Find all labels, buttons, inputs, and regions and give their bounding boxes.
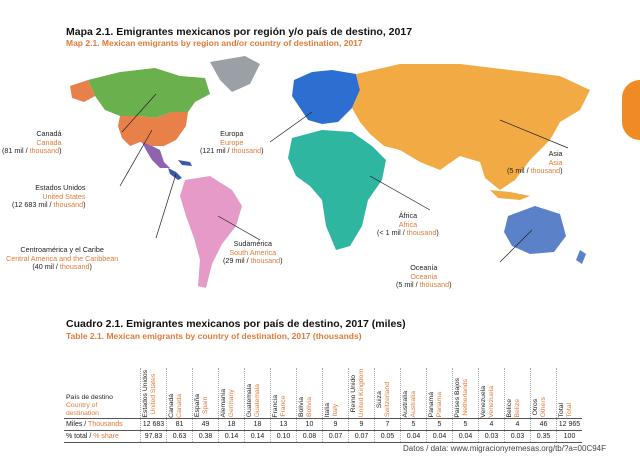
row-label-thousands: Miles / Thousands (64, 418, 141, 432)
leader-usa (119, 129, 153, 187)
region-south-america (180, 176, 242, 288)
table-cell: 13 (270, 418, 297, 432)
leader-canada (121, 93, 157, 133)
row-header-label: País de destino Country of destination (64, 368, 141, 420)
table-cell: 0.07 (348, 430, 375, 444)
col-header: Italia Italy (322, 368, 349, 420)
table-cell: 100 (556, 430, 582, 444)
col-header: Australia Australia (400, 368, 427, 420)
col-header: Países Bajos Netherlands (452, 368, 479, 420)
data-source-link[interactable]: Datos / data: www.migracionyremesas.org/… (403, 444, 606, 453)
table-title-en: Table 2.1. Mexican emigrants by country … (66, 331, 362, 341)
table-cell: 4 (478, 418, 505, 432)
col-header: Otros Others (530, 368, 557, 420)
leader-central (155, 173, 177, 239)
col-header: Suiza Switzerland (374, 368, 401, 420)
table-cell: 12 965 (556, 418, 582, 432)
table-cell: 0.35 (530, 430, 557, 444)
table-cell: 0.07 (322, 430, 349, 444)
region-mexico (142, 142, 170, 168)
col-header: Guatemala Guatemala (244, 368, 271, 420)
col-header: Venezuela Venezuela (478, 368, 505, 420)
col-header: España Spain (192, 368, 219, 420)
table-cell: 0.38 (192, 430, 219, 444)
table-cell: 9 (322, 418, 349, 432)
col-header: Belice Belize (504, 368, 531, 420)
region-central (168, 168, 182, 180)
table-cell: 18 (218, 418, 245, 432)
region-oceania (504, 206, 566, 254)
table-cell: 5 (426, 418, 453, 432)
table-cell: 0.14 (218, 430, 245, 444)
label-africa: África Africa (< 1 mil / thousand) (377, 211, 439, 238)
table-cell: 46 (530, 418, 557, 432)
col-header: Francia France (270, 368, 297, 420)
region-newzealand (576, 250, 586, 264)
region-asia (352, 64, 590, 190)
region-africa (288, 130, 386, 250)
world-map (70, 56, 590, 288)
region-indonesia (490, 190, 530, 200)
label-asia: Asia Asia (5 mil / thousand) (507, 149, 563, 176)
table-cell: 0.04 (452, 430, 479, 444)
leader-sudamerica (217, 215, 261, 241)
col-header: Total Total (556, 368, 582, 420)
region-greenland (210, 56, 260, 92)
leader-oceania (499, 229, 533, 263)
region-caribbean (178, 160, 192, 166)
row-label-share: % total / % share (64, 430, 141, 444)
col-header: Reino Unido United Kingdom (348, 368, 375, 420)
label-sudamerica: Sudamérica South America (29 mil / thous… (223, 239, 283, 266)
map-title-es: Mapa 2.1. Emigrantes mexicanos por regió… (66, 26, 413, 38)
region-europe (292, 70, 360, 124)
leader-africa (369, 175, 431, 211)
table-cell: 0.04 (426, 430, 453, 444)
region-usa (118, 112, 188, 146)
table-cell: 4 (504, 418, 531, 432)
region-alaska (70, 80, 95, 102)
col-header: Estados Unidos United States (140, 368, 167, 420)
table-cell: 81 (166, 418, 193, 432)
col-header: Bolivia Bolivia (296, 368, 323, 420)
label-central: Centroamérica y el Caribe Central Americ… (6, 245, 119, 272)
table-title-es: Cuadro 2.1. Emigrantes mexicanos por paí… (66, 318, 406, 330)
table-cell: 0.04 (400, 430, 427, 444)
label-usa: Estados Unidos United States (12 683 mil… (12, 183, 86, 210)
table-cell: 5 (452, 418, 479, 432)
side-tab[interactable] (622, 80, 640, 140)
col-header: Canadá Canada (166, 368, 193, 420)
table-cell: 0.08 (296, 430, 323, 444)
table-cell: 97.83 (140, 430, 167, 444)
table-cell: 7 (374, 418, 401, 432)
label-oceania: Oceanía Oceania (5 mil / thousand) (396, 263, 452, 290)
col-header: Panamá Panama (426, 368, 453, 420)
col-header: Alemania Germany (218, 368, 245, 420)
table-cell: 49 (192, 418, 219, 432)
region-canada (88, 68, 210, 118)
table-cell: 9 (348, 418, 375, 432)
leader-asia (499, 119, 569, 149)
table-header-row: País de destino Country of destination E… (64, 368, 582, 420)
table-cell: 0.03 (504, 430, 531, 444)
map-title-en: Map 2.1. Mexican emigrants by region and… (66, 38, 363, 48)
table-cell: 0.05 (374, 430, 401, 444)
label-europa: Europa Europe (121 mil / thousand) (200, 129, 264, 156)
table-cell: 10 (296, 418, 323, 432)
emigrants-table: País de destino Country of destination E… (64, 368, 582, 444)
table-cell: 0.03 (478, 430, 505, 444)
table-cell: 18 (244, 418, 271, 432)
table-row-thousands: Miles / Thousands 12 683 81 49 18 18 13 … (64, 418, 582, 432)
table-row-share: % total / % share 97.83 0.63 0.38 0.14 0… (64, 430, 582, 444)
table-cell: 5 (400, 418, 427, 432)
label-canada: Canadá Canada (81 mil / thousand) (2, 129, 62, 156)
table-cell: 0.10 (270, 430, 297, 444)
leader-europa (269, 111, 313, 143)
table-cell: 0.63 (166, 430, 193, 444)
table-cell: 12 683 (140, 418, 167, 432)
table-cell: 0.14 (244, 430, 271, 444)
